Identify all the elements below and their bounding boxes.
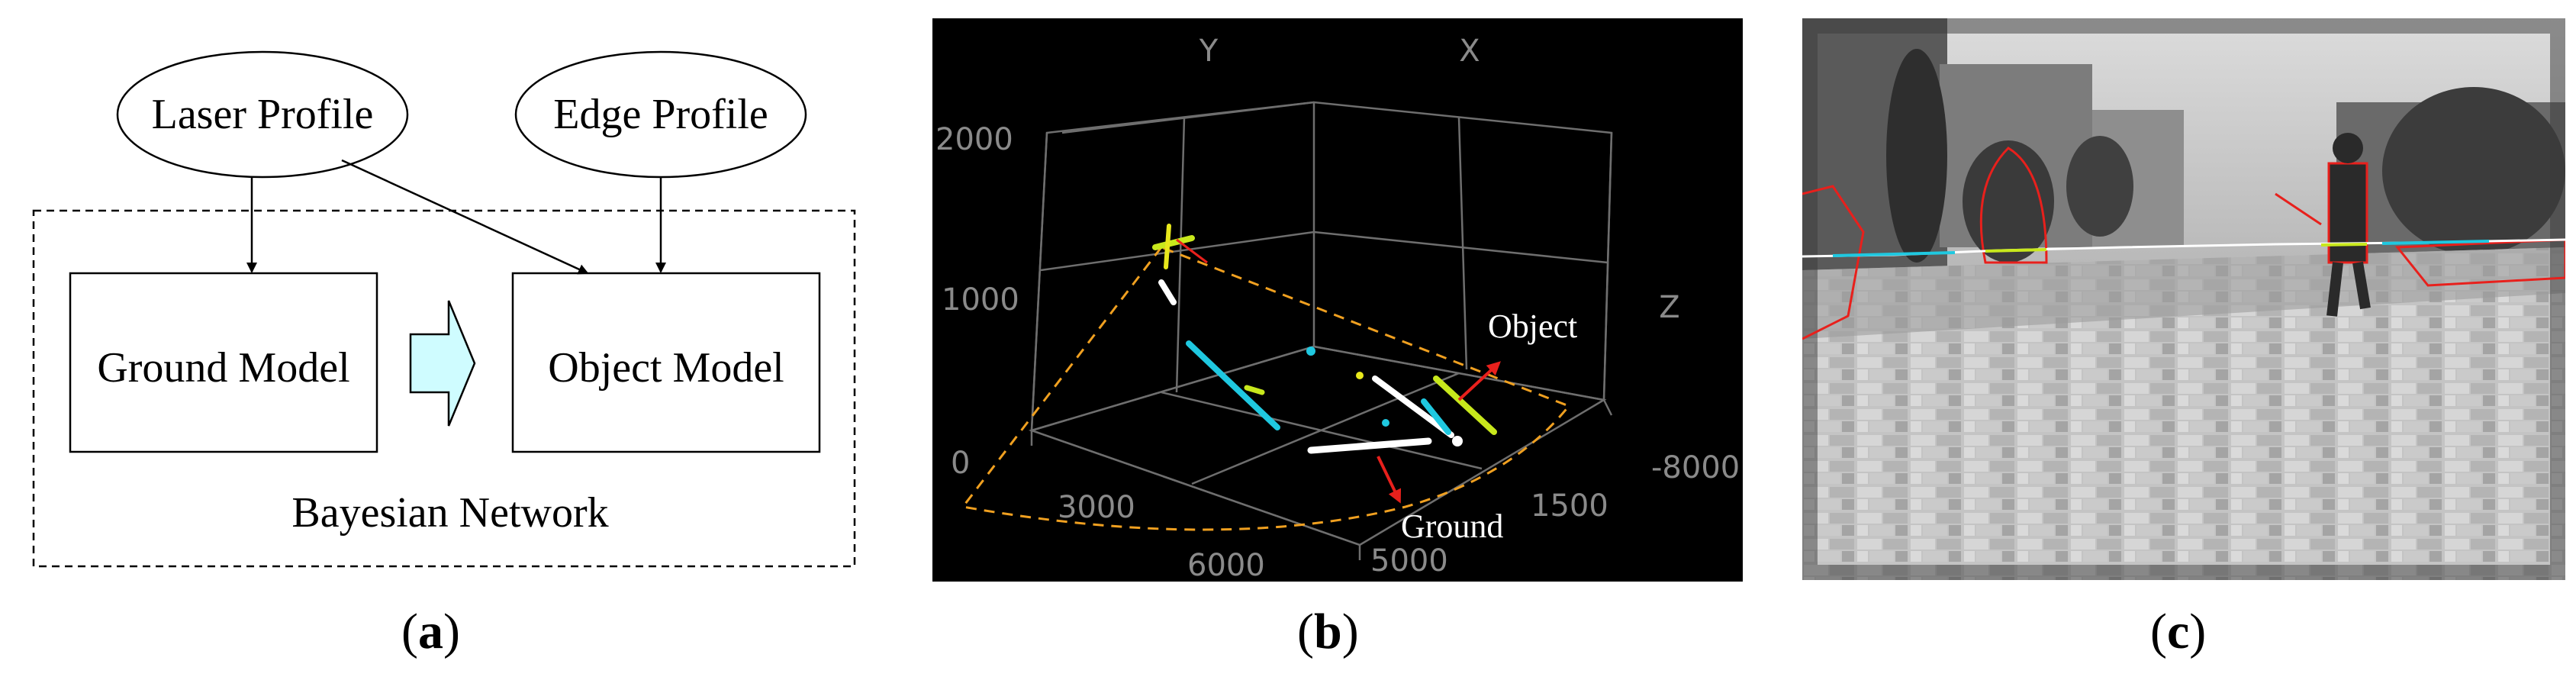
tick-1500: 1500 xyxy=(1531,488,1608,524)
ground-model-node xyxy=(69,272,378,453)
panel-b-pointcloud: Y X Z 2000 1000 0 3000 6000 5000 1500 -8… xyxy=(932,18,1743,583)
tick-neg8000: -8000 xyxy=(1651,450,1740,485)
axis-x-label: X xyxy=(1459,34,1480,69)
panel-c-camera-image xyxy=(1787,3,2576,595)
camera-background xyxy=(1802,18,2565,270)
caption-c: (c) xyxy=(2150,604,2207,659)
edge-profile-label: Edge Profile xyxy=(553,91,768,138)
ground-label: Ground xyxy=(1401,508,1503,545)
top-red-arrow xyxy=(1176,238,1208,264)
tick-2000: 2000 xyxy=(935,122,1013,157)
ground-normal-arrow xyxy=(1377,456,1402,504)
axis-z-label: Z xyxy=(1659,290,1679,325)
caption-b: (b) xyxy=(1297,604,1359,659)
ground-model-label: Ground Model xyxy=(97,344,349,392)
bayesian-network-label: Bayesian Network xyxy=(291,489,608,537)
pointcloud-svg: Y X Z 2000 1000 0 3000 6000 5000 1500 -8… xyxy=(932,18,1743,583)
tick-0: 0 xyxy=(951,446,970,481)
block-arrow xyxy=(409,300,476,427)
tick-1000: 1000 xyxy=(942,282,1019,317)
laser-profile-label: Laser Profile xyxy=(152,91,374,138)
tick-5000: 5000 xyxy=(1370,543,1448,579)
pointcloud-background xyxy=(932,18,1743,582)
bayesian-network-boundary xyxy=(32,209,856,568)
tick-6000: 6000 xyxy=(1187,548,1265,582)
camera-ground xyxy=(1802,247,2565,580)
grid-box xyxy=(1028,101,1613,560)
camera-svg xyxy=(1787,3,2576,595)
object-model-node xyxy=(511,272,821,453)
fov-boundary xyxy=(961,246,1571,531)
edge-laser-to-object xyxy=(341,159,589,275)
caption-a: (a) xyxy=(401,604,460,659)
object-normal-arrow xyxy=(1457,361,1501,401)
point-clusters xyxy=(1152,224,1497,454)
object-label: Object xyxy=(1488,308,1577,345)
diagram-svg: Laser Profile Edge Profile Ground Model … xyxy=(32,50,856,568)
laser-profile-node xyxy=(116,50,409,179)
axis-y-label: Y xyxy=(1199,34,1219,69)
panel-a-diagram: Laser Profile Edge Profile Ground Model … xyxy=(0,0,870,580)
object-model-label: Object Model xyxy=(548,344,784,392)
tick-3000: 3000 xyxy=(1058,490,1135,525)
